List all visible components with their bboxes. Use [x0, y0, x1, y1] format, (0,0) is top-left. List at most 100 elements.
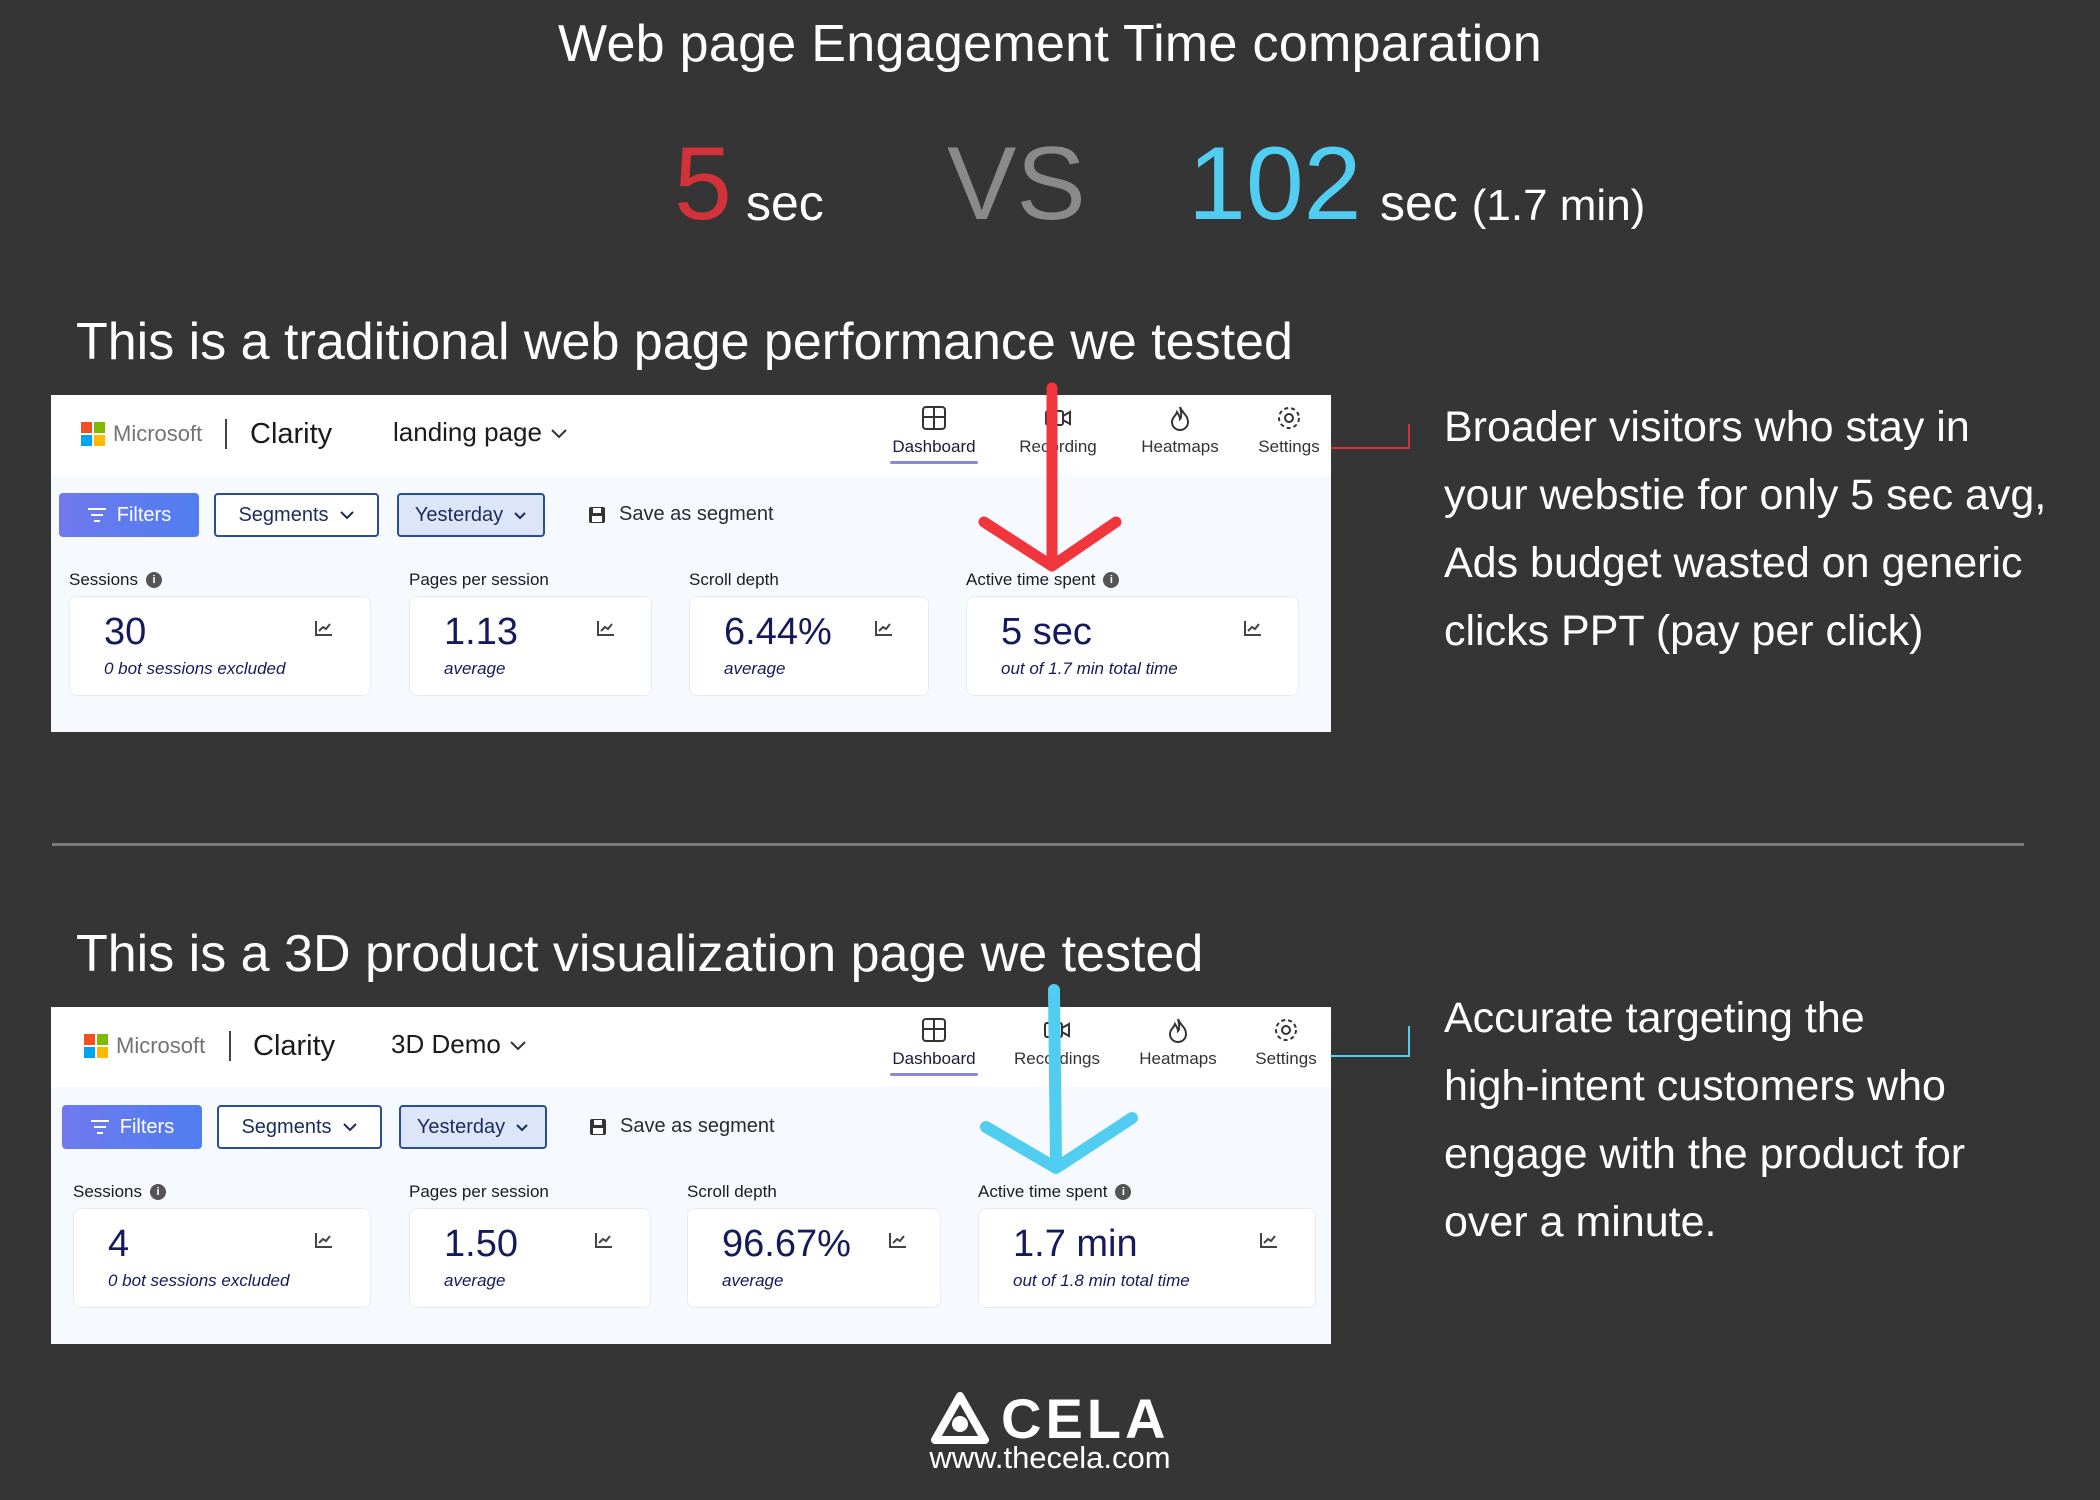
- trend-chart-icon[interactable]: [596, 619, 616, 637]
- trend-chart-icon[interactable]: [1259, 1231, 1279, 1249]
- left-engagement-value: 5: [674, 126, 732, 242]
- info-icon[interactable]: i: [1115, 1184, 1132, 1200]
- nav-dashboard-label: Dashboard: [892, 437, 976, 456]
- red-arrow-annotation: [978, 382, 1122, 572]
- divider: [225, 419, 227, 449]
- nav-settings[interactable]: Settings: [1239, 405, 1331, 457]
- trend-chart-icon[interactable]: [1243, 619, 1263, 637]
- metric-label-text: Sessions: [69, 570, 138, 589]
- divider: [229, 1031, 231, 1061]
- sessions-value: 4: [108, 1223, 130, 1265]
- nav-dashboard[interactable]: Dashboard: [884, 1017, 984, 1076]
- filters-button[interactable]: Filters: [59, 493, 199, 537]
- filters-button[interactable]: Filters: [62, 1105, 202, 1149]
- scroll-depth-label: Scroll depth: [689, 570, 779, 590]
- sessions-label: Sessions i: [73, 1182, 166, 1202]
- chevron-down-icon: [516, 1123, 528, 1131]
- right-engagement-value: 102: [1188, 126, 1362, 242]
- save-as-segment-button[interactable]: Save as segment: [587, 503, 774, 526]
- dashboard-icon: [922, 406, 946, 430]
- nav-dashboard[interactable]: Dashboard: [884, 405, 984, 464]
- metric-label-text: Scroll depth: [689, 570, 779, 589]
- project-selector[interactable]: landing page: [393, 417, 568, 448]
- project-name: 3D Demo: [391, 1029, 501, 1059]
- cela-mark-icon: [930, 1392, 989, 1444]
- note-line: Accurate targeting the: [1444, 994, 1865, 1042]
- blue-arrow-annotation: [980, 984, 1138, 1174]
- nav-settings-label: Settings: [1258, 437, 1320, 456]
- microsoft-label: Microsoft: [113, 421, 203, 446]
- segments-label: Segments: [238, 503, 329, 526]
- metric-label-text: Scroll depth: [687, 1182, 777, 1201]
- page-title: Web page Engagement Time comparation: [558, 15, 1542, 73]
- clarity-topbar: Microsoft Clarity landing page Dashboard…: [51, 395, 1331, 475]
- nav-settings[interactable]: Settings: [1236, 1017, 1331, 1069]
- scroll-depth-value: 96.67%: [722, 1223, 851, 1265]
- microsoft-logo-icon: [84, 1034, 108, 1058]
- note-3d: Accurate targeting the high-intent custo…: [1444, 984, 2084, 1256]
- nav-heatmaps-label: Heatmaps: [1141, 437, 1219, 456]
- note-line: high-intent customers who: [1444, 1062, 1946, 1110]
- trend-chart-icon[interactable]: [888, 1231, 908, 1249]
- trend-chart-icon[interactable]: [874, 619, 894, 637]
- segments-dropdown[interactable]: Segments: [214, 493, 379, 537]
- filters-label: Filters: [119, 1115, 175, 1138]
- date-range-label: Yesterday: [414, 503, 504, 526]
- red-connector-line: [1331, 424, 1410, 449]
- dashboard-icon: [922, 1018, 946, 1042]
- metric-label-text: Pages per session: [409, 1182, 549, 1201]
- gear-icon: [1275, 1019, 1297, 1041]
- filters-label: Filters: [116, 503, 172, 526]
- clarity-label[interactable]: Clarity: [253, 1030, 336, 1062]
- nav-heatmaps[interactable]: Heatmaps: [1128, 1017, 1228, 1069]
- pages-per-session-sub: average: [444, 659, 506, 678]
- metric-label-text: Pages per session: [409, 570, 549, 589]
- right-engagement-unit: sec (1.7 min): [1380, 178, 1645, 228]
- segments-dropdown[interactable]: Segments: [217, 1105, 382, 1149]
- cela-wordmark: CELA: [1001, 1387, 1170, 1450]
- sessions-sub: 0 bot sessions excluded: [108, 1271, 290, 1290]
- project-name: landing page: [393, 417, 542, 447]
- active-time-label: Active time spent i: [966, 570, 1120, 590]
- pages-per-session-value: 1.50: [444, 1223, 518, 1265]
- scroll-depth-sub: average: [724, 659, 786, 678]
- chevron-down-icon: [510, 1040, 526, 1050]
- clarity-panel-traditional: Microsoft Clarity landing page Dashboard…: [51, 395, 1331, 732]
- date-range-dropdown[interactable]: Yesterday: [399, 1105, 547, 1149]
- nav-settings-label: Settings: [1255, 1049, 1317, 1068]
- trend-chart-icon[interactable]: [314, 619, 334, 637]
- note-line: your webstie for only 5 sec avg,: [1444, 471, 2047, 519]
- note-line: Ads budget wasted on generic: [1444, 539, 2023, 587]
- save-as-segment-button[interactable]: Save as segment: [588, 1115, 775, 1138]
- active-time-label: Active time spent i: [978, 1182, 1132, 1202]
- section-title-3d: This is a 3D product visualization page …: [76, 925, 1204, 983]
- right-unit-main: sec: [1380, 175, 1458, 231]
- metric-label-text: Active time spent: [966, 570, 1096, 589]
- trend-chart-icon[interactable]: [314, 1231, 334, 1249]
- save-disk-icon: [590, 1118, 606, 1135]
- active-time-value: 1.7 min: [1013, 1223, 1138, 1265]
- scroll-depth-value: 6.44%: [724, 611, 832, 653]
- trend-chart-icon[interactable]: [594, 1231, 614, 1249]
- project-selector[interactable]: 3D Demo: [391, 1029, 527, 1060]
- sessions-card: 4 0 bot sessions excluded: [73, 1208, 371, 1308]
- pages-per-session-card: 1.50 average: [409, 1208, 651, 1308]
- info-icon[interactable]: i: [1103, 572, 1120, 588]
- info-icon[interactable]: i: [149, 1184, 166, 1200]
- pages-per-session-card: 1.13 average: [409, 596, 652, 696]
- website-url[interactable]: www.thecela.com: [929, 1440, 1171, 1475]
- filter-icon: [87, 508, 106, 522]
- flame-icon: [1170, 406, 1190, 431]
- nav-heatmaps-label: Heatmaps: [1139, 1049, 1217, 1068]
- nav-heatmaps[interactable]: Heatmaps: [1130, 405, 1230, 457]
- active-tab-indicator: [890, 1073, 978, 1076]
- date-range-dropdown[interactable]: Yesterday: [397, 493, 545, 537]
- info-icon[interactable]: i: [145, 572, 162, 588]
- right-unit-minutes: (1.7 min): [1471, 181, 1646, 230]
- active-time-value: 5 sec: [1001, 611, 1092, 653]
- clarity-label[interactable]: Clarity: [250, 418, 333, 450]
- gear-icon: [1278, 407, 1300, 429]
- save-as-segment-label: Save as segment: [620, 1115, 775, 1137]
- sessions-sub: 0 bot sessions excluded: [104, 659, 286, 678]
- note-traditional: Broader visitors who stay in your websti…: [1444, 393, 2084, 665]
